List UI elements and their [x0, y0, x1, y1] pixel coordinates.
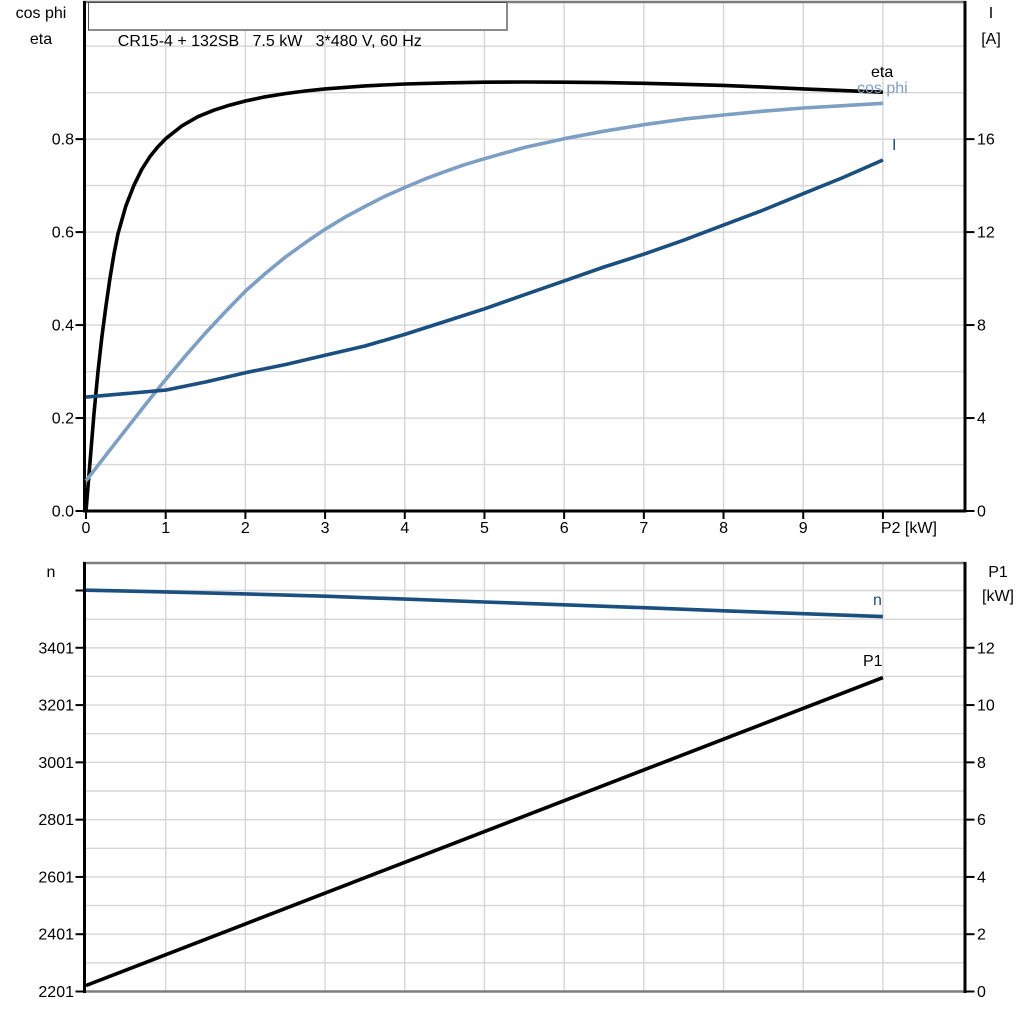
speed-curve-label: n — [873, 592, 882, 609]
x-tick-label: 8 — [719, 520, 728, 537]
top-right-axis-label-line2: [A] — [981, 31, 1001, 48]
x-tick-label: 1 — [161, 520, 170, 537]
chart-title-box: CR15-4 + 132SB 7.5 kW 3*480 V, 60 Hz — [88, 2, 508, 50]
right-tick-label: 16 — [977, 132, 995, 149]
x-tick-label: 9 — [799, 520, 808, 537]
bottom-chart: 3401 3201 3001 2801 2601 2401 2201 12 10 8 6 4 2 0 — [38, 561, 995, 1001]
left-tick-label: 0.0 — [52, 504, 74, 521]
top-right-axis-label-line1: I — [988, 5, 994, 22]
curve-n — [85, 588, 883, 619]
curve-eta — [84, 80, 883, 512]
right-tick-label: 6 — [977, 812, 986, 829]
x-tick-label: 0 — [82, 520, 91, 537]
top-left-axis-label-line2: eta — [29, 31, 53, 48]
right-tick-label: 2 — [977, 927, 986, 944]
bottom-right-axis-label-line1: P1 — [988, 564, 1008, 581]
right-tick-label: 8 — [977, 755, 986, 772]
bottom-left-axis-label-line1: n — [46, 564, 56, 581]
left-tick-label: 2201 — [38, 984, 74, 1001]
right-tick-label: 8 — [977, 318, 986, 335]
left-tick-label: 0.8 — [52, 132, 74, 149]
curve-I — [85, 158, 884, 399]
left-tick-label: 2801 — [38, 812, 74, 829]
x-tick-label: 2 — [241, 520, 250, 537]
x-tick-label: P2 [kW] — [881, 520, 937, 537]
right-tick-label: 4 — [977, 869, 986, 886]
curve-cos-phi — [84, 101, 884, 482]
curve-P1 — [85, 675, 884, 988]
left-tick-label: 2601 — [38, 869, 74, 886]
right-tick-label: 12 — [977, 225, 995, 242]
left-tick-label: 3001 — [38, 755, 74, 772]
x-tick-label: 6 — [560, 520, 569, 537]
right-tick-label: 0 — [977, 984, 986, 1001]
chart-title: CR15-4 + 132SB 7.5 kW 3*480 V, 60 Hz — [117, 33, 422, 50]
right-tick-label: 10 — [977, 698, 995, 715]
current-curve-label: I — [892, 137, 897, 154]
right-tick-label: 4 — [977, 411, 986, 428]
x-tick-label: 3 — [321, 520, 330, 537]
x-tick-label: 5 — [480, 520, 489, 537]
left-tick-label: 2401 — [38, 927, 74, 944]
p1-curve-label: P1 — [863, 653, 883, 670]
left-tick-label: 3201 — [38, 698, 74, 715]
right-tick-label: 0 — [977, 504, 986, 521]
left-tick-label: 3401 — [38, 640, 74, 657]
x-tick-label: 4 — [400, 520, 409, 537]
left-tick-label: 0.4 — [52, 318, 74, 335]
right-tick-label: 12 — [977, 640, 995, 657]
eta-curve-label: eta — [871, 64, 894, 81]
cos-phi-curve-label: cos phi — [857, 80, 908, 97]
left-tick-label: 0.6 — [52, 225, 74, 242]
top-left-axis-label-line1: cos phi — [15, 5, 67, 22]
x-tick-label: 7 — [639, 520, 648, 537]
bottom-right-axis-label-line2: [kW] — [982, 588, 1014, 605]
left-tick-label: 0.2 — [52, 411, 74, 428]
